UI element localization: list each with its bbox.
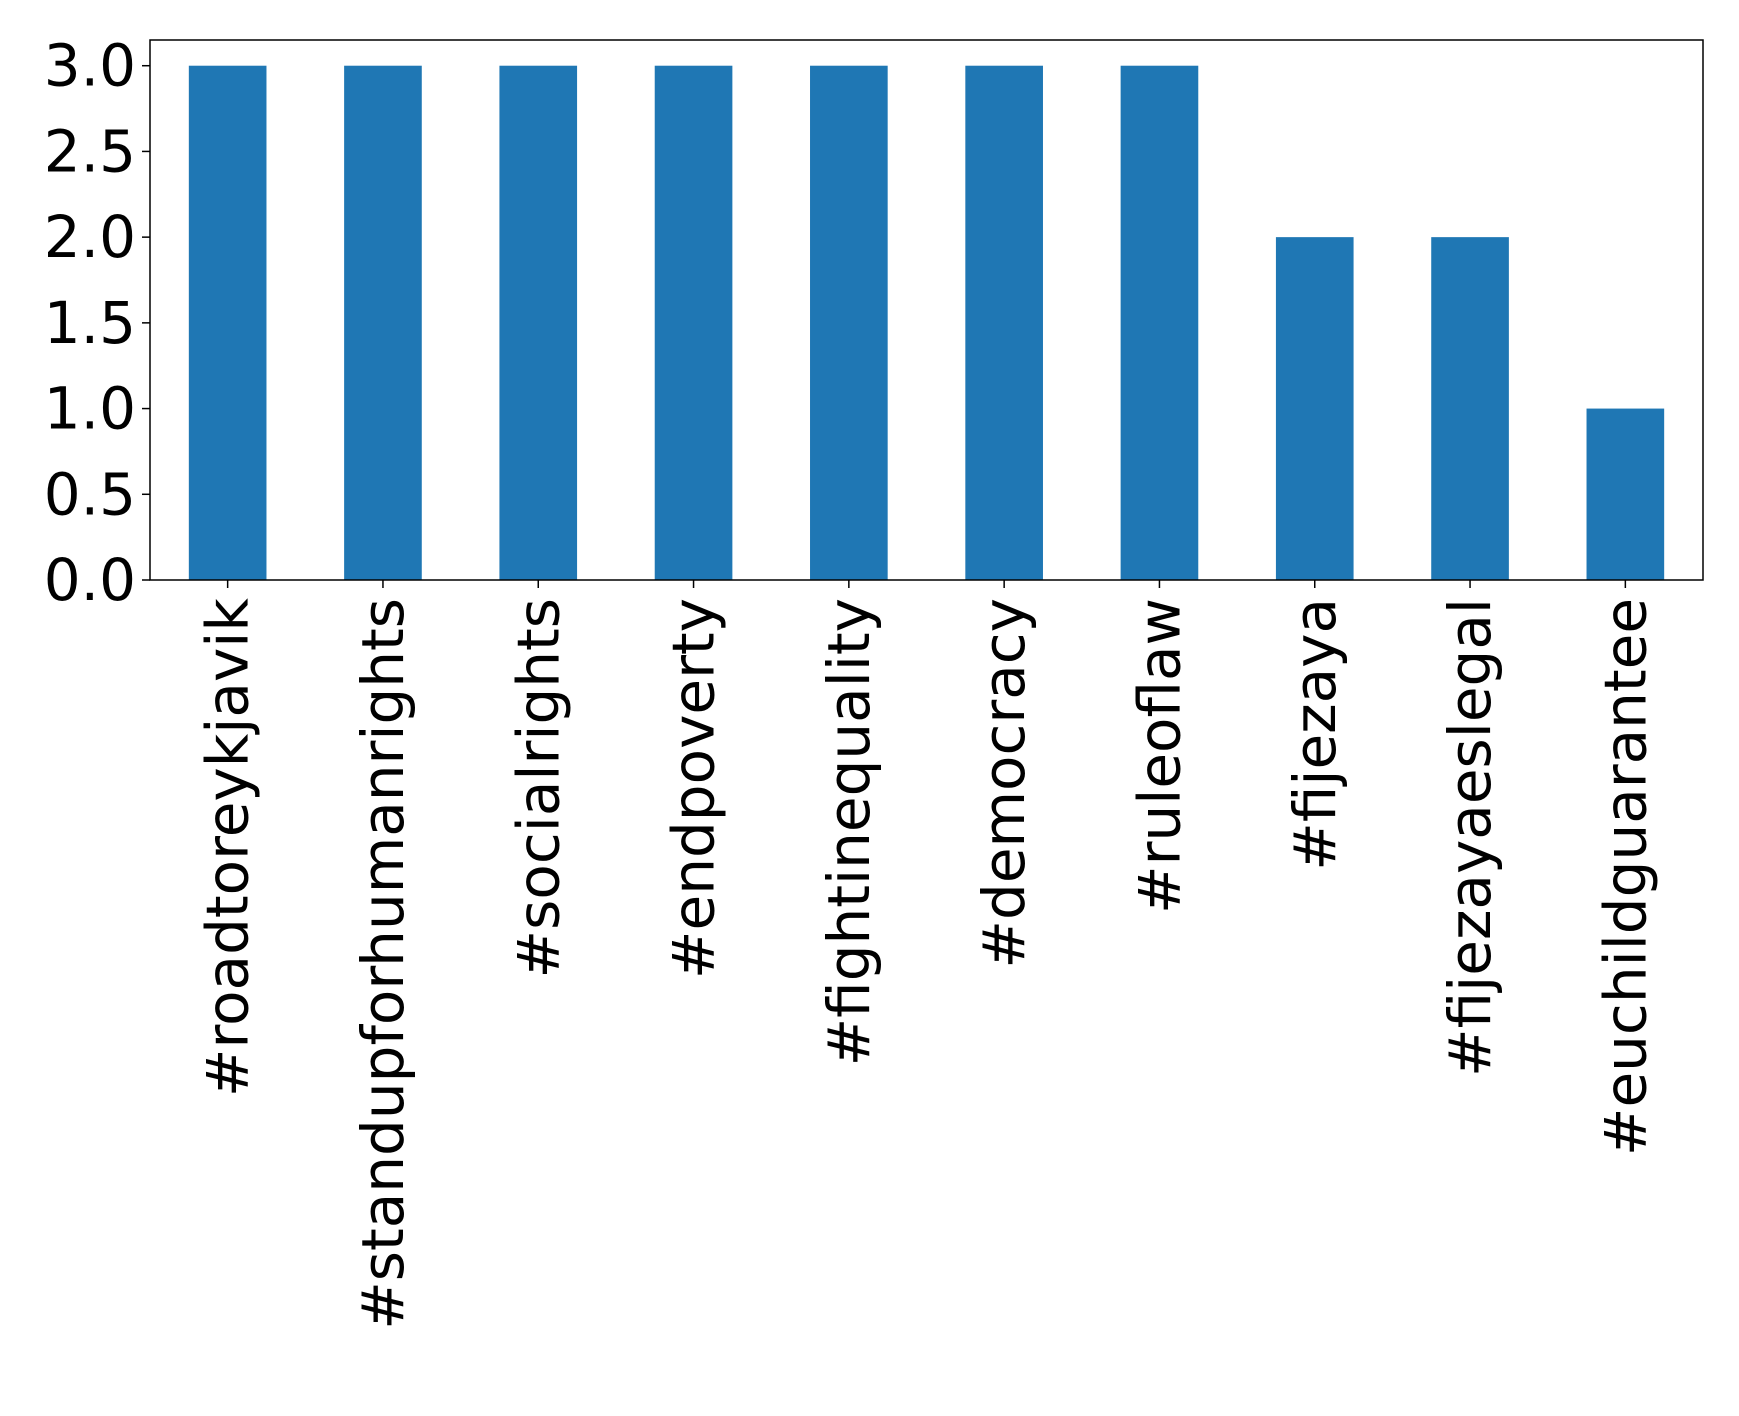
x-tick-label: #roadtoreykjavik — [194, 598, 262, 1098]
y-axis: 0.0 0.5 1.0 1.5 2.0 2.5 3.0 — [44, 32, 150, 614]
x-axis: #roadtoreykjavik #standupforhumanrights #s… — [194, 580, 1659, 1330]
bar — [1586, 408, 1665, 580]
x-tick-label: #standupforhumanrights — [349, 598, 417, 1330]
x-tick-label: #fijezaya — [1281, 598, 1349, 871]
y-tick-label: 2.5 — [44, 117, 136, 185]
x-tick-label: #socialrights — [504, 598, 572, 978]
bars-group — [188, 65, 1665, 580]
bar — [810, 65, 888, 580]
bar — [654, 65, 733, 580]
y-tick-label: 3.0 — [44, 32, 136, 100]
x-tick-label: #endpoverty — [660, 598, 728, 979]
y-tick-label: 0.0 — [44, 546, 136, 614]
bar — [499, 65, 578, 580]
y-tick-label: 0.5 — [44, 460, 136, 528]
bar — [1120, 65, 1199, 580]
x-tick-label: #fijezayaeslegal — [1436, 598, 1504, 1077]
y-tick-label: 1.5 — [44, 289, 136, 357]
x-tick-label: #euchildguarantee — [1591, 598, 1659, 1156]
x-tick-label: #ruleoflaw — [1125, 598, 1193, 914]
bar — [965, 65, 1043, 580]
y-tick-label: 1.0 — [44, 375, 136, 443]
bar — [1431, 237, 1509, 580]
y-tick-label: 2.0 — [44, 203, 136, 271]
bar — [1275, 237, 1354, 580]
bar — [188, 65, 267, 580]
bar — [344, 65, 422, 580]
x-tick-label: #democracy — [970, 598, 1038, 969]
axes-frame — [149, 39, 1704, 581]
x-tick-label: #fightinequality — [815, 598, 883, 1066]
